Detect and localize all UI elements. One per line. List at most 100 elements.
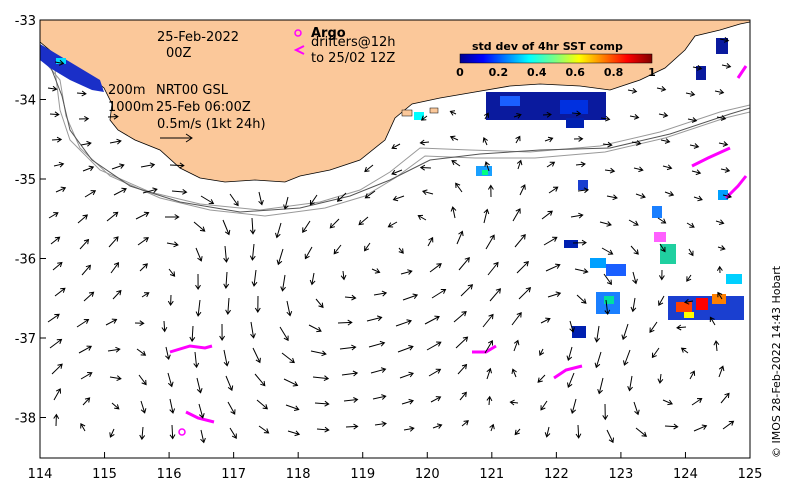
current-vector (567, 372, 575, 388)
current-vector (401, 398, 414, 405)
x-tick-label: 119 (350, 467, 375, 482)
current-vector (651, 347, 660, 359)
current-vector (514, 428, 521, 436)
current-vector (513, 339, 520, 352)
current-vector (417, 214, 427, 221)
current-vector (222, 219, 231, 236)
current-vector (309, 272, 316, 286)
current-vector (482, 137, 488, 146)
current-vector (509, 399, 519, 406)
current-vector (686, 222, 695, 228)
current-vector (371, 268, 381, 274)
current-vector (109, 138, 122, 145)
current-vector (419, 164, 432, 171)
current-vector (283, 196, 289, 210)
current-vector (709, 316, 716, 326)
current-vector (659, 243, 666, 253)
current-vector (603, 273, 612, 286)
current-vector (258, 191, 264, 206)
current-vector (658, 269, 665, 281)
current-vector (304, 246, 313, 260)
colorbar-tick-label: 0 (456, 66, 464, 79)
current-vector (167, 372, 174, 388)
current-vector (431, 289, 447, 299)
current-vector (692, 65, 703, 71)
current-vector (419, 139, 430, 146)
current-vector (49, 338, 63, 349)
current-vector (109, 428, 115, 438)
y-tick-label: -34 (15, 94, 36, 109)
current-vector (250, 321, 256, 339)
x-tick-label: 115 (92, 467, 117, 482)
date-label: 25-Feb-2022 (157, 30, 239, 45)
current-vector (167, 294, 174, 307)
current-vector (283, 378, 299, 387)
current-vector (602, 403, 609, 421)
current-vector (200, 429, 206, 444)
current-vector (53, 161, 65, 168)
current-vector (455, 182, 463, 193)
vector-scale-arrow (160, 133, 193, 143)
x-tick-label: 121 (479, 467, 504, 482)
current-vector (165, 346, 171, 361)
time-label: 00Z (166, 46, 192, 61)
current-vector (137, 237, 149, 246)
current-vector (276, 248, 284, 266)
current-vector (80, 140, 92, 147)
current-vector (78, 115, 90, 122)
current-vector (566, 346, 573, 361)
current-vector (312, 375, 330, 382)
current-vector (623, 349, 631, 366)
current-vector (629, 114, 640, 120)
current-vector (113, 187, 127, 196)
current-vector (630, 297, 637, 313)
current-vector (450, 206, 457, 219)
current-vector (512, 208, 521, 222)
coastal-islands (401, 107, 439, 117)
current-vector (84, 190, 97, 198)
current-vector (229, 427, 237, 440)
current-vector (657, 373, 664, 384)
current-vector (80, 372, 93, 380)
current-vector (82, 397, 91, 406)
current-vector (140, 400, 147, 414)
current-vector (689, 370, 696, 380)
current-vector (456, 230, 464, 245)
current-vector (604, 167, 616, 174)
current-vector (329, 218, 340, 229)
current-vector (571, 110, 582, 117)
current-vector (280, 274, 286, 292)
current-vector (136, 348, 147, 356)
current-vector (635, 193, 646, 199)
current-vector (196, 377, 203, 394)
current-vector (573, 135, 584, 142)
current-vector (81, 264, 92, 276)
current-vector (720, 167, 731, 173)
current-vector (657, 217, 667, 224)
drifter-tracks (169, 65, 748, 436)
current-vector (364, 190, 376, 199)
current-vector (489, 423, 495, 432)
current-vector (606, 194, 618, 201)
current-vector (337, 319, 353, 326)
current-vector (676, 324, 687, 331)
current-vector (308, 324, 322, 333)
current-vector (402, 293, 419, 301)
current-vector (198, 403, 205, 419)
current-vector (691, 397, 703, 406)
current-vector (168, 268, 176, 277)
current-vector (229, 193, 239, 207)
current-vector (717, 245, 726, 251)
current-vector (55, 186, 67, 193)
current-vector (461, 420, 469, 427)
current-vector (518, 287, 532, 300)
current-vector (281, 352, 295, 364)
argo-legend-label: Argo (311, 26, 346, 41)
current-vector (77, 214, 89, 224)
x-tick-label: 125 (738, 467, 763, 482)
current-vector (599, 221, 612, 227)
current-vector (315, 298, 324, 309)
current-vector (516, 261, 529, 274)
current-vector (391, 143, 401, 150)
